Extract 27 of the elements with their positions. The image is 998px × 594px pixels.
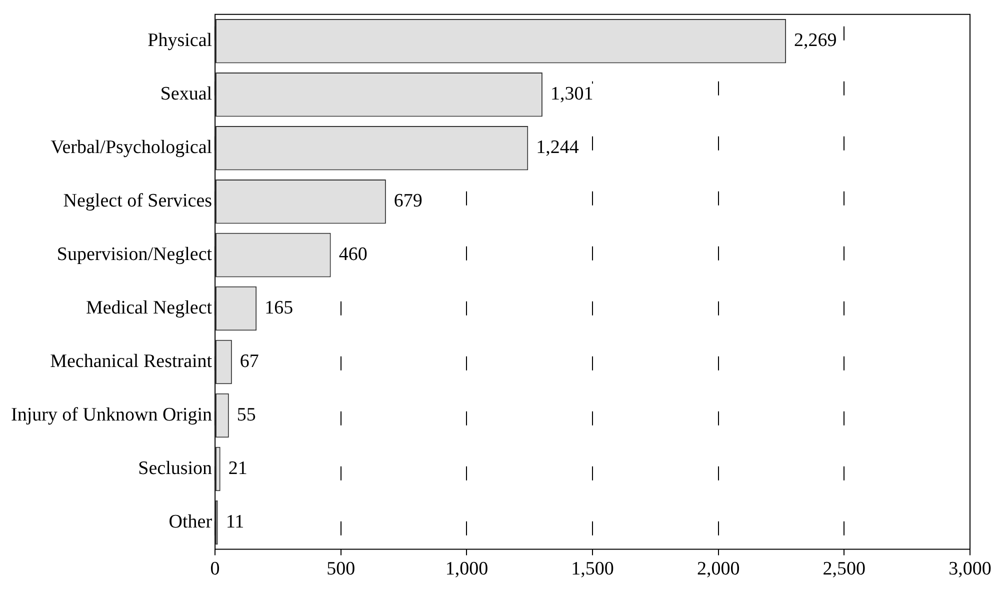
data-label: 679 <box>394 190 422 212</box>
data-label: 1,301 <box>550 84 594 105</box>
x-tick-label: 2,000 <box>696 558 740 580</box>
data-label: 1,244 <box>536 137 580 158</box>
data-label: 67 <box>240 351 259 372</box>
y-tick-label: Seclusion <box>138 458 213 479</box>
data-label: 2,269 <box>794 30 837 52</box>
y-tick-label: Medical Neglect <box>86 298 213 319</box>
y-tick-label: Verbal/Psychological <box>50 137 212 158</box>
y-tick-label: Supervision/Neglect <box>56 244 213 266</box>
data-label: 11 <box>226 511 244 532</box>
y-tick-label: Neglect of Services <box>63 190 212 212</box>
x-tick-label: 0 <box>210 558 220 580</box>
x-tick-label: 3,000 <box>948 558 992 580</box>
data-label: 460 <box>338 244 368 266</box>
y-tick-label: Mechanical Restraint <box>50 351 213 372</box>
x-tick-label: 1,500 <box>571 558 614 580</box>
data-label: 55 <box>236 404 256 426</box>
x-tick-label: 2,500 <box>822 558 866 580</box>
y-tick-label: Physical <box>148 30 212 52</box>
y-tick-label: Injury of Unknown Origin <box>10 404 213 426</box>
y-tick-label: Sexual <box>160 84 212 105</box>
data-label: 21 <box>228 458 248 479</box>
y-tick-label: Other <box>168 511 213 532</box>
x-tick-label: 1,000 <box>445 558 488 580</box>
x-tick-label: 500 <box>326 558 356 580</box>
data-label: 165 <box>264 298 294 319</box>
